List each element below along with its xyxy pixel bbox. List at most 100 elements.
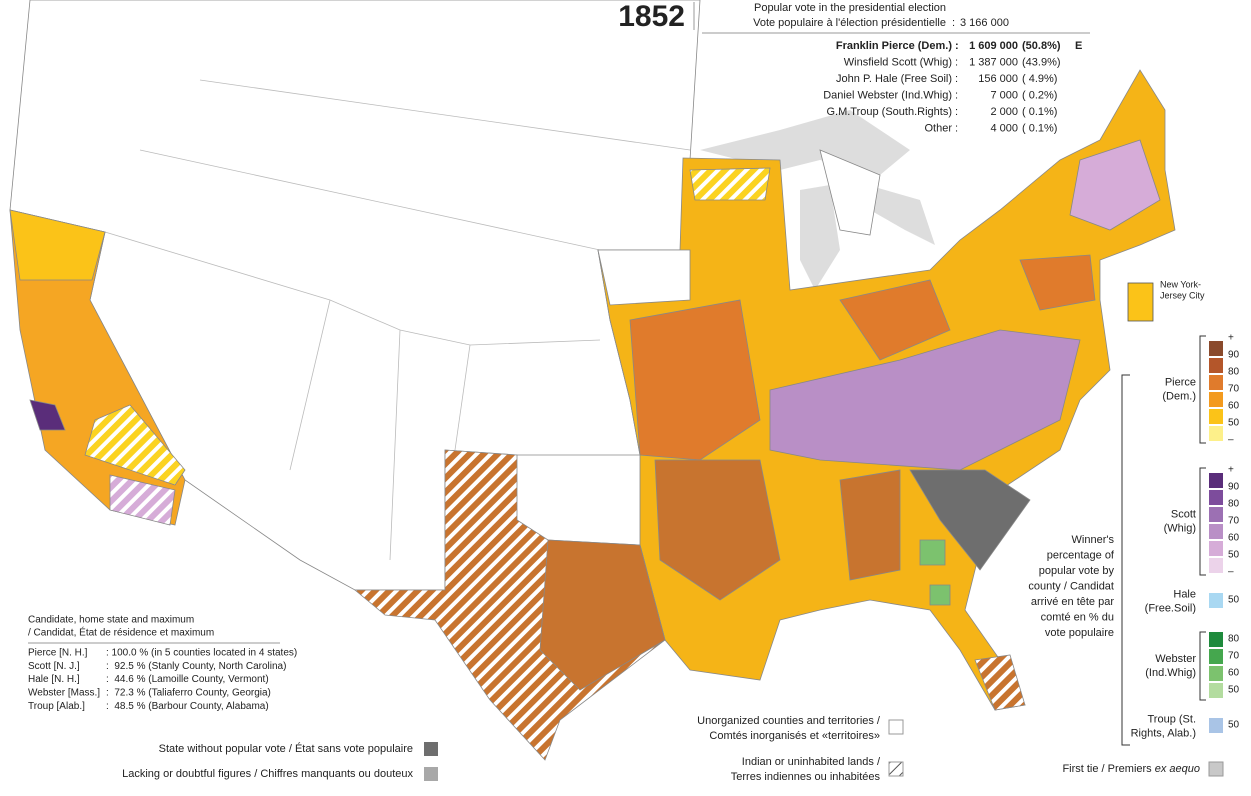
legend-tick: 60: [1228, 401, 1240, 412]
candidate-votes: 7 000: [990, 89, 1018, 101]
note: State without popular vote / État sans v…: [159, 742, 413, 755]
legend-group-name: Webster: [1155, 653, 1196, 665]
candidate-pct: (43.9%): [1022, 56, 1061, 68]
legend-group-name: Troup (St.: [1148, 713, 1197, 725]
legend-group-name: (Free.Soil): [1145, 602, 1196, 614]
legend: Winner's percentage of popular vote by coun…: [1028, 333, 1240, 746]
legend-swatch: [1209, 426, 1223, 441]
iowa-unorganized: [597, 249, 691, 306]
swatch: [424, 742, 438, 756]
swatch: [424, 767, 438, 781]
wisconsin-hatched: [689, 167, 771, 201]
candidate-votes: 4 000: [990, 122, 1018, 134]
maxima-box: Candidate, home state and maximum/ Candi…: [28, 615, 297, 712]
total-votes: 3 166 000: [960, 17, 1009, 29]
legend-caption: popular vote by: [1039, 565, 1115, 577]
note: Unorganized counties and territories /: [697, 715, 881, 727]
california-south: [109, 474, 176, 526]
candidate-name: Daniel Webster (Ind.Whig): [823, 89, 952, 101]
popular-vote-label: Vote populaire à l'élection présidentiel…: [753, 17, 946, 29]
map-label: Jersey City: [1160, 290, 1205, 300]
colon: :: [955, 89, 958, 101]
maxima-candidate: Hale [N. H.]: [28, 674, 80, 685]
candidate-votes: 1 609 000: [969, 40, 1018, 52]
maxima-value: : 44.6 % (Lamoille County, Vermont): [106, 674, 269, 685]
legend-tick: 50: [1228, 550, 1240, 561]
maxima-candidate: Scott [N. J.]: [28, 661, 80, 672]
maxima-value: : 72.3 % (Taliaferro County, Georgia): [106, 688, 271, 699]
legend-swatch: [1209, 409, 1223, 424]
note: Terres indiennes ou inhabitées: [731, 771, 881, 783]
candidate-name: John P. Hale (Free Soil): [836, 73, 952, 85]
maxima-candidate: Webster [Mass.]: [28, 688, 100, 699]
notes: State without popular vote / État sans v…: [122, 715, 1224, 783]
maxima-candidate: Pierce [N. H.]: [28, 648, 88, 659]
candidate-name: Other: [924, 122, 952, 134]
note-part: First tie / Premiers: [1062, 763, 1154, 775]
legend-swatch: [1209, 558, 1223, 573]
legend-swatch: [1209, 358, 1223, 373]
legend-caption: arrivé en tête par: [1031, 596, 1114, 608]
legend-swatch: [1209, 375, 1223, 390]
maxima-value: : 48.5 % (Barbour County, Alabama): [106, 701, 269, 712]
maxima-value: : 100.0 % (in 5 counties located in 4 st…: [106, 648, 297, 659]
colon: :: [955, 73, 958, 85]
legend-tick: 50: [1228, 685, 1240, 696]
candidates: Franklin Pierce (Dem.):1 609 000 (50.8%) E…: [823, 40, 1082, 135]
east-texas: [539, 539, 666, 691]
maxima-title: Candidate, home state and maximum: [28, 615, 194, 626]
note-part: ex aequo: [1155, 763, 1200, 775]
legend-tick: +: [1228, 465, 1234, 476]
swatch: [1208, 761, 1224, 777]
note: First tie / Premiers ex aequo: [1062, 763, 1200, 775]
new-england-mix: [1069, 139, 1161, 231]
michigan-unorganized: [819, 149, 881, 236]
legend-group-name: (Ind.Whig): [1145, 667, 1196, 679]
legend-tick: 70: [1228, 384, 1240, 395]
maxima-value: : 92.5 % (Stanly County, North Carolina): [106, 661, 286, 672]
candidate-name: G.M.Troup (South.Rights): [826, 106, 952, 118]
map: [9, 0, 1176, 761]
legend-swatch: [1209, 632, 1223, 647]
territory-lines: [104, 79, 691, 561]
map-label: New York-: [1160, 279, 1201, 289]
legend-tick: 80: [1228, 499, 1240, 510]
legend-group-name: Scott: [1171, 508, 1196, 520]
legend-swatch: [1209, 524, 1223, 539]
candidate-pct: ( 0.2%): [1022, 89, 1057, 101]
colon: :: [955, 122, 958, 134]
colon: :: [955, 40, 959, 52]
legend-swatch: [1209, 649, 1223, 664]
legend-group-name: (Whig): [1164, 522, 1196, 534]
legend-tick: +: [1228, 333, 1234, 344]
legend-tick: –: [1228, 567, 1234, 578]
nyc-label: New York- Jersey City: [1160, 279, 1205, 300]
candidate-votes: 156 000: [978, 73, 1018, 85]
legend-tick: 80: [1228, 367, 1240, 378]
note: Lacking or doubtful figures / Chiffres m…: [122, 768, 413, 780]
legend-group-name: Hale: [1173, 588, 1196, 600]
group-bracket: [1199, 467, 1206, 576]
legend-swatch: [1209, 593, 1223, 608]
candidate-pct: ( 0.1%): [1022, 106, 1057, 118]
legend-tick: 50: [1228, 595, 1240, 606]
legend-swatch: [1209, 507, 1223, 522]
legend-caption: vote populaire: [1045, 627, 1114, 639]
legend-group-name: Rights, Alab.): [1131, 727, 1196, 739]
candidate-votes: 2 000: [990, 106, 1018, 118]
colon: :: [955, 106, 958, 118]
note: Comtés inorganisés et «territoires»: [709, 730, 880, 742]
group-bracket: [1199, 631, 1206, 701]
legend-group-name: (Dem.): [1162, 390, 1196, 402]
midwest-orange: [629, 254, 1096, 461]
header: 1852 Popular vote in the presidential el…: [618, 0, 1090, 34]
legend-caption: percentage of: [1047, 549, 1115, 561]
legend-tick: 60: [1228, 533, 1240, 544]
candidate-pct: ( 0.1%): [1022, 122, 1057, 134]
legend-tick: 80: [1228, 634, 1240, 645]
legend-group-name: Pierce: [1165, 376, 1196, 388]
south-carolina: [909, 469, 1031, 571]
legend-caption: county / Candidat: [1028, 580, 1114, 592]
swatch: [888, 761, 904, 777]
